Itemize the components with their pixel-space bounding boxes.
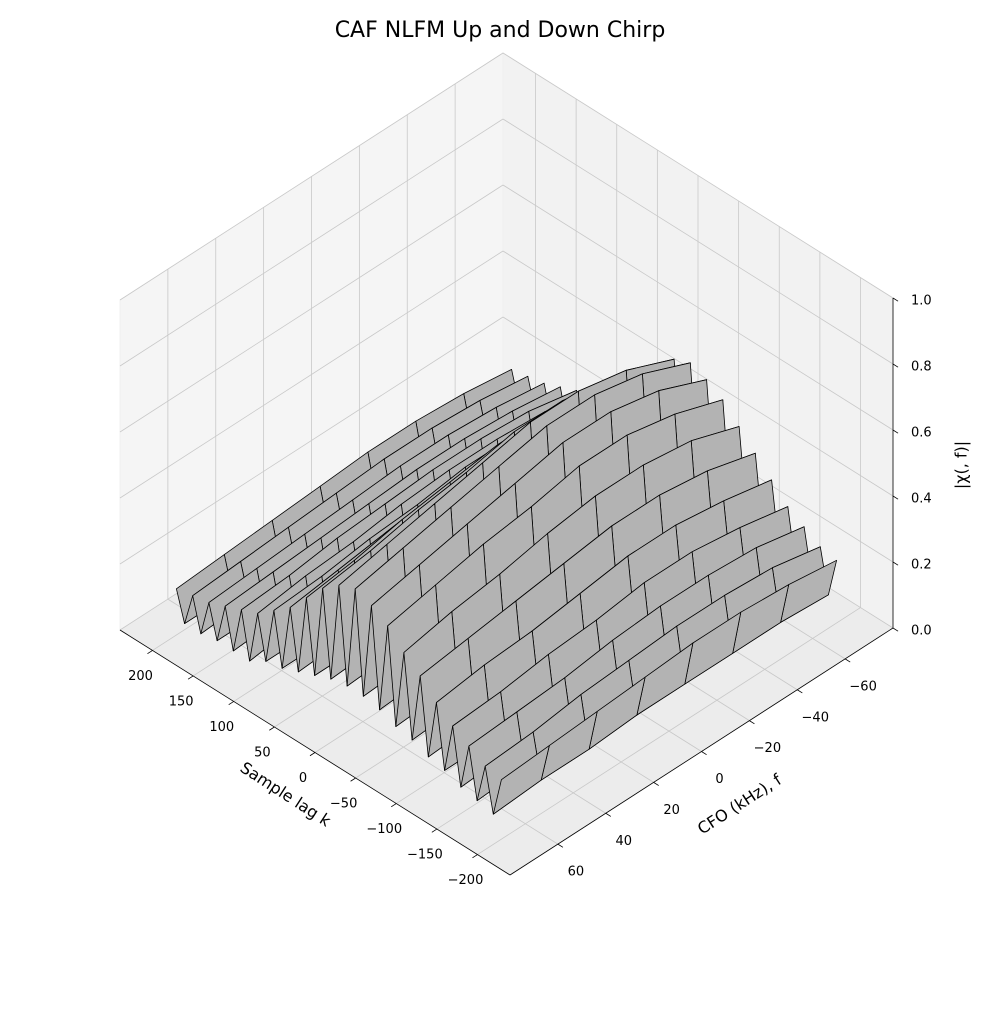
chart-title: CAF NLFM Up and Down Chirp: [335, 18, 666, 43]
x-tick: [147, 650, 153, 655]
x-tick-label: −200: [448, 873, 484, 888]
x-tick: [472, 854, 478, 859]
x-tick-label: 150: [169, 694, 194, 709]
y-tick: [701, 751, 707, 756]
x-tick: [350, 777, 356, 782]
x-tick: [431, 828, 438, 833]
z-tick: [892, 363, 899, 368]
y-tick-label: −60: [849, 679, 876, 694]
y-tick: [797, 689, 803, 694]
grid-line: [119, 52, 504, 301]
y-tick: [653, 782, 659, 786]
x-tick-label: 200: [128, 669, 153, 684]
z-tick-label: 0.6: [911, 426, 932, 441]
y-tick: [557, 843, 564, 848]
z-tick: [892, 495, 899, 500]
y-tick-label: −20: [754, 741, 781, 756]
y-tick-label: −40: [802, 710, 829, 725]
z-tick: [892, 627, 899, 632]
z-tick-label: 0.4: [911, 492, 932, 507]
x-tick-label: 50: [254, 745, 271, 760]
x-axis-title: Sample lag k: [237, 758, 335, 831]
grid-line: [502, 250, 894, 497]
z-tick: [892, 429, 899, 434]
x-tick-label: 0: [299, 771, 307, 786]
z-tick: [892, 297, 899, 302]
z-tick-label: 0.2: [911, 558, 932, 573]
y-tick: [844, 658, 851, 663]
grid-line: [502, 118, 894, 365]
z-tick: [892, 561, 899, 566]
grid-line: [502, 52, 894, 299]
z-tick-label: 1.0: [911, 294, 932, 309]
grid-line: [119, 316, 504, 565]
z-tick-label: 0.8: [911, 360, 932, 375]
y-tick-label: 60: [568, 865, 585, 880]
grid-line: [119, 250, 504, 499]
y-axis-title: CFO (kHz), f: [694, 770, 785, 838]
x-tick: [309, 752, 316, 757]
surface-patch: [492, 745, 550, 815]
grid-line: [119, 184, 504, 433]
z-tick-label: 0.0: [911, 624, 932, 639]
y-tick-label: 0: [715, 772, 723, 787]
x-tick-label: −150: [407, 848, 443, 863]
x-tick-label: −50: [330, 797, 357, 812]
x-tick-label: 100: [209, 720, 234, 735]
y-tick-label: 40: [615, 834, 632, 849]
x-tick: [187, 675, 194, 680]
x-tick: [269, 726, 275, 731]
grid-line: [502, 184, 894, 431]
grid-line: [119, 118, 504, 367]
x-tick-label: −100: [366, 822, 402, 837]
z-axis-title: |χ(, f)|: [952, 441, 971, 489]
y-tick: [749, 720, 755, 725]
y-tick: [605, 812, 612, 817]
x-tick: [228, 701, 234, 706]
y-tick-label: 20: [663, 803, 680, 818]
x-tick: [390, 803, 397, 808]
